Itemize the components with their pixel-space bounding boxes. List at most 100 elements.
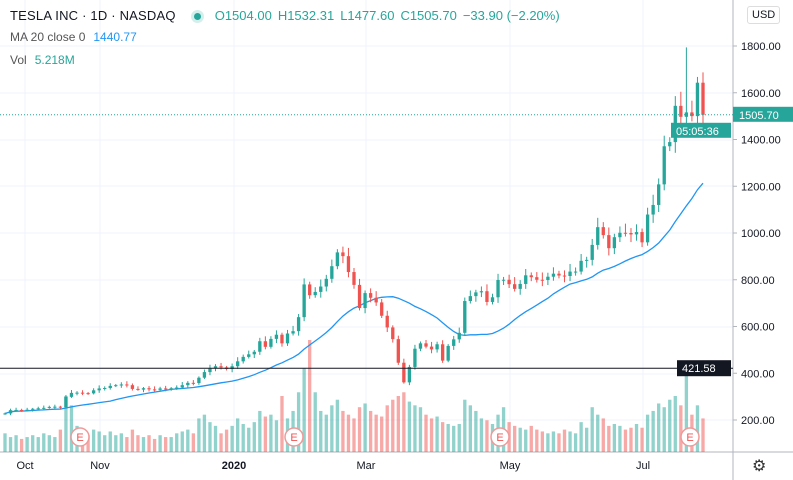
- volume-bar: [662, 407, 666, 452]
- earnings-marker[interactable]: E: [490, 427, 510, 447]
- candle: [213, 364, 218, 372]
- volume-bar: [363, 403, 367, 452]
- candle: [507, 274, 511, 289]
- volume-bar: [607, 425, 611, 452]
- candle: [429, 341, 434, 354]
- candle-body: [385, 315, 389, 328]
- ma-legend[interactable]: MA 20 close 0 1440.77: [10, 30, 137, 44]
- candle: [668, 137, 672, 152]
- volume-bar: [701, 418, 705, 452]
- volume-bar: [247, 427, 251, 452]
- earnings-marker[interactable]: E: [284, 427, 304, 447]
- volume-bar: [679, 405, 683, 452]
- candle: [368, 288, 373, 303]
- volume-bar: [385, 405, 389, 452]
- candle: [191, 380, 196, 386]
- candle: [612, 233, 617, 255]
- volume-bar: [269, 414, 273, 452]
- candle: [319, 279, 323, 298]
- candle-body: [103, 387, 107, 389]
- candle-body: [147, 388, 151, 390]
- earnings-circle: [70, 427, 90, 447]
- candle: [163, 385, 168, 392]
- candle: [58, 405, 63, 409]
- candle: [3, 412, 7, 415]
- time-axis-label: May: [500, 460, 521, 472]
- candle-body: [236, 361, 240, 367]
- candle: [573, 267, 578, 276]
- volume-bar: [136, 435, 140, 452]
- candle-body: [152, 389, 157, 391]
- volume-bar: [263, 416, 268, 452]
- candle: [341, 246, 345, 264]
- volume-bar: [452, 425, 456, 452]
- volume-bar: [202, 414, 207, 452]
- candle-body: [31, 408, 35, 410]
- candle: [42, 405, 46, 410]
- candle: [485, 284, 489, 306]
- candle: [640, 228, 644, 248]
- candle-body: [42, 407, 46, 409]
- volume-bar: [186, 429, 190, 452]
- candle-body: [391, 327, 395, 340]
- candle-body: [280, 334, 284, 344]
- price-tick-label: 400.00: [741, 368, 775, 380]
- candle-body: [108, 385, 112, 388]
- symbol-title[interactable]: TESLA INC · 1D · NASDAQ: [10, 8, 176, 23]
- time-axis-label: Jul: [636, 460, 650, 472]
- candle: [607, 227, 611, 256]
- candle: [197, 376, 201, 385]
- candle-body: [690, 112, 694, 117]
- volume-bar: [374, 414, 378, 452]
- candle-body: [19, 409, 24, 411]
- candle: [424, 339, 428, 349]
- currency-button[interactable]: USD: [747, 6, 781, 24]
- candle-body: [125, 384, 129, 386]
- settings-gear-icon[interactable]: ⚙: [752, 458, 767, 475]
- candle-body: [324, 278, 328, 287]
- volume-bar: [640, 427, 644, 452]
- candle-body: [346, 256, 351, 273]
- candle: [479, 286, 484, 298]
- volume-bar: [341, 410, 345, 452]
- earnings-marker[interactable]: E: [680, 427, 700, 447]
- volume-bar: [346, 414, 351, 452]
- volume-bar: [391, 399, 395, 452]
- volume-bar: [213, 425, 218, 452]
- volume-bar: [352, 418, 356, 452]
- volume-bar: [114, 435, 118, 452]
- volume-bar: [296, 392, 301, 452]
- countdown-badge: [671, 122, 731, 138]
- candle: [80, 390, 85, 396]
- candle-body: [524, 275, 528, 284]
- candle-body: [258, 341, 262, 352]
- candle-body: [535, 277, 539, 280]
- candle: [335, 249, 340, 270]
- candle-body: [319, 286, 323, 292]
- crosshair-price-badge: [677, 360, 731, 377]
- volume-bar: [429, 418, 434, 452]
- candle: [562, 270, 567, 283]
- candle: [596, 217, 600, 250]
- price-tick-label: 800.00: [741, 275, 775, 287]
- candle: [551, 267, 556, 281]
- earnings-marker[interactable]: E: [70, 427, 90, 447]
- volume-bar: [673, 396, 677, 452]
- price-tick-label: 1600.00: [741, 88, 781, 100]
- candle: [141, 387, 146, 393]
- candle: [296, 314, 301, 336]
- price-tick-label: 1200.00: [741, 181, 781, 193]
- candle-body: [247, 354, 251, 357]
- change-value: −33.90 (−2.20%): [462, 8, 560, 23]
- volume-bar: [8, 437, 13, 452]
- candle-body: [230, 366, 234, 370]
- candle-body: [474, 292, 478, 297]
- candle: [158, 386, 162, 391]
- volume-legend[interactable]: Vol 5.218M: [10, 53, 75, 67]
- candle-body: [468, 296, 472, 302]
- candle-body: [557, 273, 561, 276]
- candle-body: [634, 232, 639, 235]
- candle: [452, 335, 456, 350]
